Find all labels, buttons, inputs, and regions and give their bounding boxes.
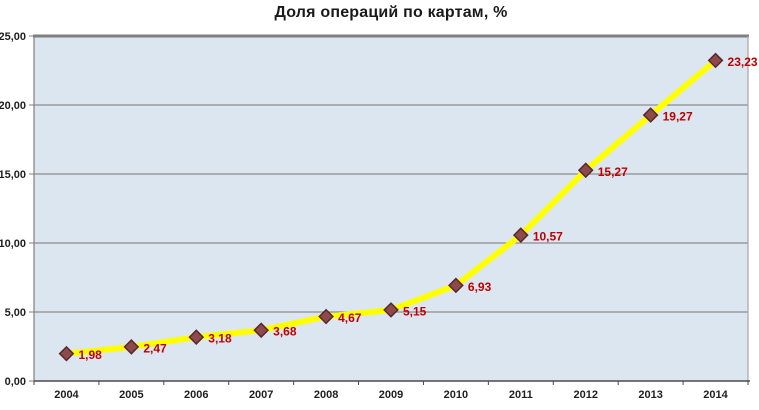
data-point-marker [188, 329, 205, 345]
y-axis-label: 5,00 [5, 307, 26, 319]
data-point-label: 10,57 [533, 230, 563, 244]
data-point-label: 15,27 [598, 165, 628, 179]
x-axis-label: 2013 [638, 389, 662, 401]
plot-background [34, 36, 748, 381]
data-point-label: 6,93 [468, 280, 492, 294]
data-point-label: 2,47 [143, 341, 167, 355]
data-point-marker [123, 339, 140, 355]
data-point-label: 23,23 [728, 55, 758, 69]
x-axis-label: 2010 [444, 389, 468, 401]
x-axis-label: 2011 [509, 389, 533, 401]
y-axis-label: 15,00 [0, 169, 26, 181]
x-axis-label: 2009 [379, 389, 403, 401]
data-point-label: 1,98 [78, 348, 102, 362]
x-axis-label: 2008 [314, 389, 338, 401]
x-axis-label: 2014 [703, 389, 728, 401]
x-axis-label: 2006 [184, 389, 208, 401]
x-axis-label: 2004 [54, 389, 79, 401]
data-point-marker [318, 308, 334, 325]
data-point-marker [707, 52, 724, 69]
data-point-marker [253, 322, 270, 339]
data-point-marker [448, 277, 464, 294]
data-point-label: 19,27 [663, 110, 693, 124]
data-point-label: 5,15 [403, 304, 427, 318]
x-axis-label: 2007 [249, 389, 273, 401]
x-axis-label: 2012 [573, 389, 597, 401]
chart-title: Доля операций по картам, % [274, 4, 508, 21]
x-axis-label: 2005 [119, 389, 143, 401]
data-point-marker [577, 162, 594, 179]
y-axis-label: 0,00 [5, 376, 26, 388]
data-point-marker [383, 302, 399, 318]
y-axis-label: 25,00 [0, 31, 26, 43]
y-axis-label: 10,00 [0, 238, 26, 250]
data-point-label: 3,68 [273, 325, 297, 339]
data-point-marker [512, 227, 529, 243]
data-point-label: 3,18 [208, 332, 232, 346]
y-axis-label: 20,00 [0, 100, 26, 112]
data-point-label: 4,67 [338, 311, 362, 325]
data-point-marker [642, 107, 659, 123]
data-point-marker [58, 345, 75, 362]
